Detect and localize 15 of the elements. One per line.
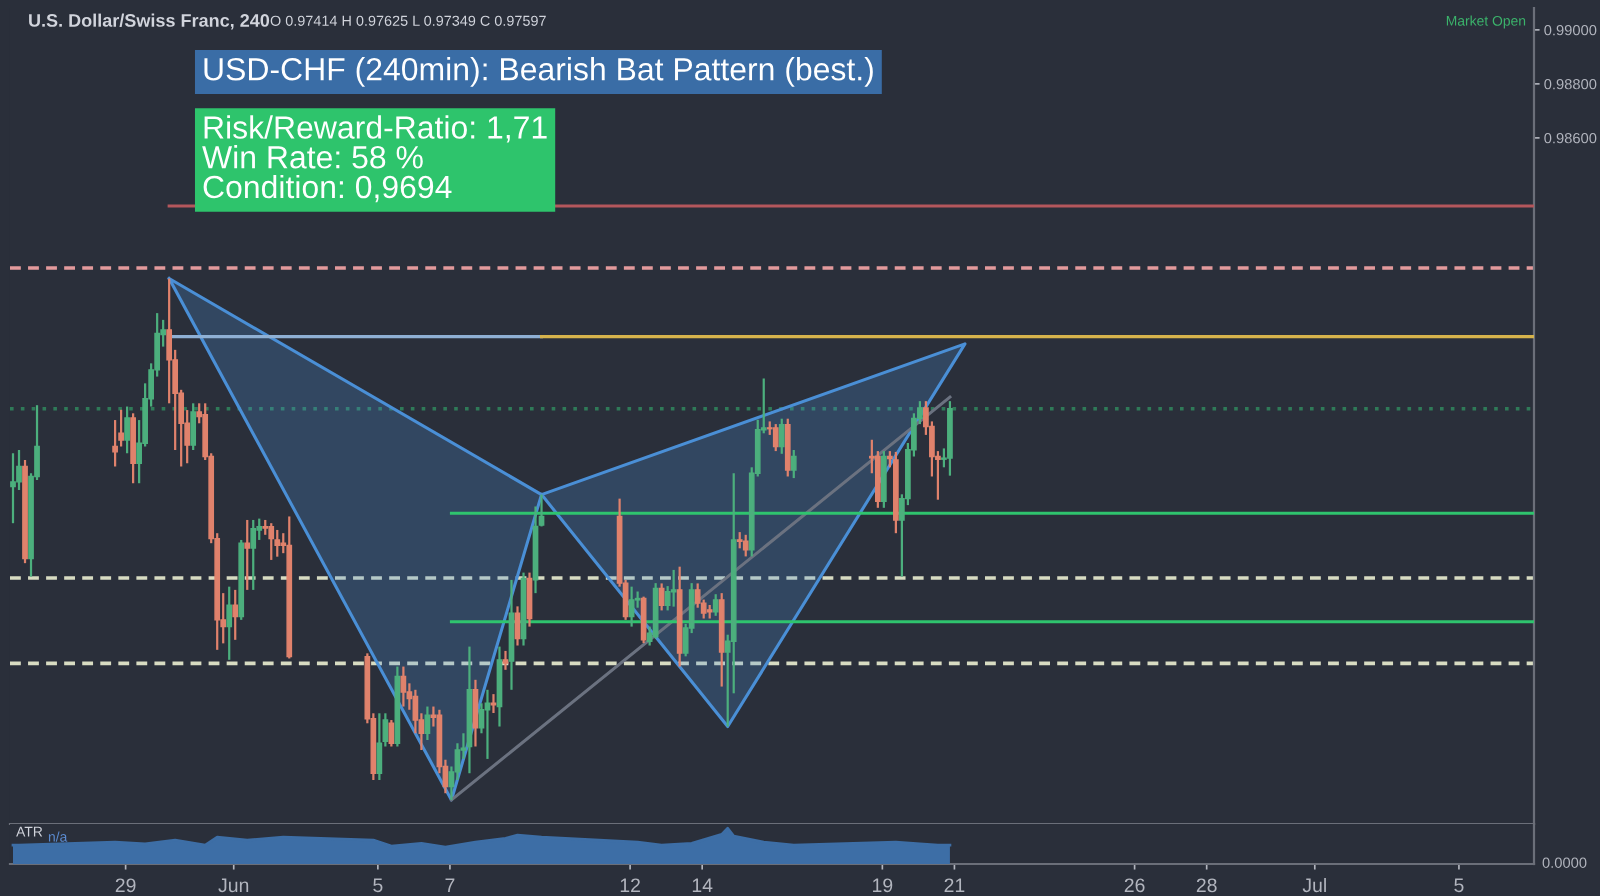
x-tick-label: 26 xyxy=(1124,878,1145,893)
x-tick-label: 28 xyxy=(1196,878,1217,893)
x-tick-label: 5 xyxy=(373,878,383,893)
x-tick-label: 19 xyxy=(873,878,893,893)
text: USD-CHF (240min): Bearish Bat Pattern (best.) xyxy=(204,57,873,87)
x-tick-label: 7 xyxy=(445,878,455,892)
chart-subtitle: U.S. Dollar/Swiss Franc, 240 xyxy=(29,13,270,30)
x-tick-label: 21 xyxy=(944,878,965,892)
x-tick-label: 14 xyxy=(692,878,713,892)
annotation: Risk/Reward-Ratio: 1,71 Win Rate: 58 % Condition: 0,9694 xyxy=(202,115,547,203)
x-tick-label: 12 xyxy=(620,878,640,892)
x-tick-label: Jul xyxy=(1302,877,1326,893)
x-tick-label: 29 xyxy=(115,878,136,893)
x-tick-label: Jun xyxy=(218,878,249,893)
x-tick-label: 5 xyxy=(1454,878,1464,893)
